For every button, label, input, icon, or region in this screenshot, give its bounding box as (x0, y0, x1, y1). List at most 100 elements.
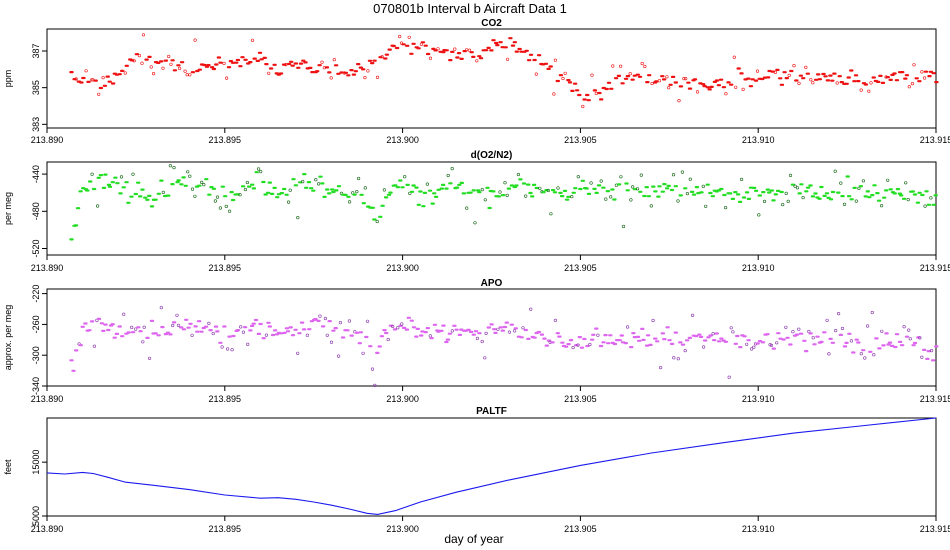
data-point-co2 (441, 51, 446, 54)
data-point-co2 (152, 71, 156, 76)
data-point-apo (804, 350, 809, 353)
data-point-apo (186, 326, 191, 329)
data-point-co2 (264, 63, 269, 66)
data-point-o2n2 (601, 186, 606, 189)
data-point-o2n2 (596, 184, 602, 187)
data-point-o2n2 (331, 190, 336, 194)
data-point-apo (926, 350, 931, 353)
data-point-co2 (526, 59, 532, 62)
data-point-o2n2 (322, 195, 327, 198)
data-point-apo (678, 341, 683, 344)
data-point-co2 (420, 41, 426, 44)
data-point-co2 (927, 75, 932, 78)
data-point-o2n2 (892, 192, 897, 195)
data-point-o2n2 (564, 198, 570, 201)
data-point-apo (447, 332, 453, 335)
data-point-co2 (163, 59, 168, 62)
data-point-apo (902, 325, 906, 329)
data-point-co2 (161, 66, 165, 70)
data-point-apo (318, 314, 322, 318)
data-point-co2 (489, 49, 494, 52)
data-point-apo (386, 337, 390, 342)
data-point-co2 (775, 68, 780, 71)
data-point-co2 (250, 38, 255, 42)
data-point-apo (838, 333, 844, 336)
data-point-o2n2 (261, 180, 266, 184)
data-point-co2 (606, 81, 612, 84)
data-point-o2n2 (882, 196, 887, 199)
data-point-o2n2 (722, 193, 727, 197)
data-point-co2 (585, 93, 590, 97)
data-point-apo (96, 317, 102, 320)
data-point-co2 (193, 38, 197, 42)
data-point-apo (231, 334, 236, 338)
data-point-o2n2 (646, 195, 651, 198)
y-axis-label-apo: approx. per meg (3, 305, 13, 371)
data-point-apo (122, 312, 126, 316)
data-point-co2 (308, 66, 313, 69)
data-point-o2n2 (651, 185, 656, 188)
data-point-o2n2 (552, 191, 558, 194)
data-point-o2n2 (106, 183, 112, 186)
data-point-apo (175, 313, 179, 317)
data-point-o2n2 (103, 173, 108, 176)
data-point-apo (596, 333, 600, 337)
data-point-apo (791, 330, 795, 334)
data-point-o2n2 (149, 205, 155, 208)
data-point-co2 (816, 73, 821, 76)
data-point-co2 (387, 48, 392, 51)
data-point-apo (716, 340, 722, 343)
data-point-o2n2 (330, 188, 335, 191)
data-point-co2 (508, 37, 513, 40)
data-point-o2n2 (418, 190, 423, 193)
x-tick-label-o2n2-0: 213.890 (31, 263, 64, 273)
data-point-o2n2 (188, 174, 192, 178)
data-point-co2 (267, 71, 271, 75)
data-point-apo (660, 332, 665, 335)
data-point-o2n2 (145, 198, 150, 201)
data-point-o2n2 (229, 191, 234, 194)
data-point-co2 (491, 39, 496, 42)
data-point-o2n2 (705, 183, 710, 186)
data-point-o2n2 (678, 194, 683, 197)
data-point-o2n2 (476, 189, 481, 192)
data-point-o2n2 (699, 191, 704, 194)
data-point-apo (496, 327, 500, 331)
data-point-o2n2 (723, 206, 728, 210)
data-point-apo (808, 332, 813, 335)
data-point-o2n2 (138, 195, 143, 198)
y-tick-label-apo-3: -220 (31, 285, 41, 303)
data-point-apo (769, 343, 774, 347)
data-point-apo (290, 334, 296, 337)
data-point-co2 (172, 69, 178, 72)
data-point-apo (911, 344, 916, 347)
data-point-o2n2 (386, 193, 392, 196)
data-point-co2 (506, 57, 510, 61)
data-point-apo (419, 334, 424, 337)
data-point-apo (480, 339, 484, 344)
y-axis-label-co2: ppm (3, 70, 13, 88)
panel-title-o2n2: d(O2/N2) (471, 150, 513, 161)
data-point-co2 (811, 81, 815, 85)
data-point-o2n2 (662, 183, 667, 186)
data-point-o2n2 (775, 189, 781, 192)
data-point-o2n2 (857, 186, 861, 190)
data-point-o2n2 (822, 194, 827, 197)
data-point-co2 (654, 80, 659, 83)
panel-co2: CO2 ppm 213.890 213.895 213.900 213.905 213.91… (3, 18, 950, 145)
data-point-apo (226, 347, 230, 351)
data-point-co2 (859, 88, 863, 92)
data-point-co2 (825, 79, 831, 82)
data-point-co2 (358, 66, 363, 69)
data-point-apo (457, 333, 463, 336)
data-point-apo (874, 337, 879, 340)
data-point-o2n2 (343, 193, 348, 196)
data-point-apo (114, 332, 120, 335)
y-tick-label-paltf-0: 5000 (31, 506, 41, 526)
data-point-co2 (149, 65, 153, 69)
data-point-co2 (375, 75, 380, 79)
data-point-o2n2 (884, 189, 889, 192)
data-point-apo (264, 333, 269, 337)
data-point-apo (165, 331, 171, 334)
data-point-co2 (682, 76, 686, 81)
